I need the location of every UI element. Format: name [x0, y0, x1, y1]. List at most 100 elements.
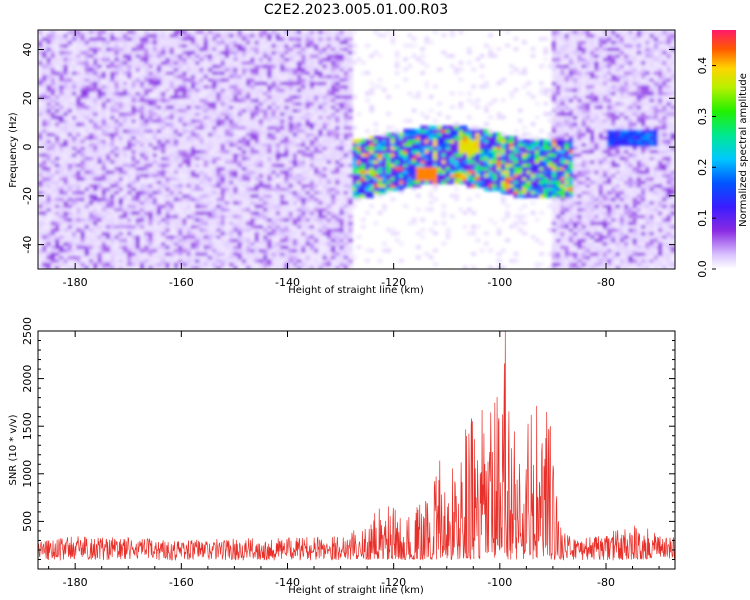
heatmap-cell [67, 40, 73, 45]
heatmap-cell [101, 50, 107, 55]
heatmap-cell [71, 94, 77, 99]
heatmap-cell [71, 125, 77, 130]
heatmap-cell [305, 115, 311, 120]
heatmap-cell [203, 30, 209, 35]
heatmap-cell [305, 43, 311, 48]
heatmap-cell [335, 33, 341, 38]
heatmap-cell [148, 156, 154, 161]
heatmap-cell [93, 36, 99, 41]
heatmap-cell [93, 57, 99, 62]
heatmap-cell [318, 40, 324, 45]
heatmap-cell [203, 84, 209, 89]
heatmap-cell [241, 255, 247, 260]
heatmap-cell [250, 159, 256, 164]
heatmap-cell [305, 91, 311, 96]
heatmap-cell [292, 248, 298, 253]
heatmap-cell [220, 207, 226, 212]
heatmap-cell [84, 132, 90, 137]
heatmap-cell [284, 166, 290, 171]
heatmap-cell [186, 132, 192, 137]
heatmap-cell [54, 77, 60, 82]
heatmap-cell [93, 241, 99, 246]
heatmap-cell [148, 258, 154, 263]
heatmap-cell [178, 91, 183, 96]
heatmap-cell [54, 190, 60, 195]
heatmap-cell [42, 193, 48, 198]
heatmap-cell [250, 193, 256, 198]
heatmap-cell [190, 94, 196, 99]
heatmap-cell [220, 91, 226, 96]
heatmap-cell [165, 180, 171, 185]
heatmap-cell [190, 200, 196, 205]
heatmap-cell [280, 197, 285, 202]
heatmap-cell [229, 142, 234, 147]
heatmap-cell [263, 135, 268, 140]
heatmap-cell [314, 251, 319, 256]
heatmap-cell [97, 149, 103, 154]
heatmap-cell [275, 149, 281, 154]
heatmap-cell [54, 238, 60, 243]
heatmap-cell [67, 224, 73, 229]
heatmap-cell [280, 200, 285, 205]
heatmap-cell [182, 149, 188, 154]
heatmap-cell [148, 163, 154, 168]
heatmap-cell [263, 94, 268, 99]
heatmap-cell [220, 129, 226, 134]
heatmap-cell [195, 159, 200, 164]
heatmap-cell [38, 53, 43, 58]
heatmap-cell [97, 139, 103, 144]
heatmap-cell [76, 200, 82, 205]
heatmap-cell [165, 64, 171, 69]
heatmap-cell [46, 255, 52, 260]
heatmap-cell [131, 43, 137, 48]
heatmap-cell [152, 149, 158, 154]
heatmap-cell [250, 74, 256, 79]
heatmap-cell [241, 91, 247, 96]
heatmap-cell [314, 33, 319, 38]
heatmap-cell [59, 135, 65, 140]
heatmap-cell [148, 33, 154, 38]
heatmap-cell [322, 98, 328, 103]
heatmap-cell [212, 115, 217, 120]
heatmap-cell [212, 166, 217, 171]
heatmap-cell [144, 173, 150, 178]
heatmap-cell [67, 108, 73, 113]
heatmap-cell [207, 214, 213, 219]
heatmap-cell [59, 210, 65, 215]
heatmap-cell [80, 163, 86, 168]
heatmap-cell [152, 74, 158, 79]
heatmap-cell [267, 125, 273, 130]
heatmap-cell [50, 204, 56, 209]
heatmap-cell [207, 67, 213, 72]
heatmap-cell [301, 180, 307, 185]
heatmap-cell [241, 234, 247, 239]
heatmap-cell [182, 142, 188, 147]
heatmap-cell [233, 210, 239, 215]
heatmap-cell [54, 187, 60, 192]
heatmap-cell [224, 255, 230, 260]
heatmap-cell [288, 228, 294, 233]
heatmap-cell [263, 146, 268, 151]
heatmap-cell [199, 255, 205, 260]
heatmap-cell [114, 111, 120, 116]
heatmap-cell [233, 193, 239, 198]
heatmap-cell [241, 241, 247, 246]
heatmap-cell [241, 77, 247, 82]
heatmap-cell [42, 173, 48, 178]
heatmap-cell [122, 224, 128, 229]
heatmap-cell [88, 176, 94, 181]
heatmap-cell [169, 88, 175, 93]
heatmap-cell [173, 70, 179, 75]
heatmap-cell [169, 173, 175, 178]
heatmap-cell [199, 111, 205, 116]
heatmap-cell [178, 118, 183, 123]
heatmap-cell [322, 36, 328, 41]
heatmap-cell [331, 70, 336, 75]
heatmap-cell [97, 221, 103, 226]
heatmap-cell [152, 214, 158, 219]
heatmap-cell [339, 262, 345, 267]
heatmap-cell [122, 105, 128, 110]
heatmap-cell [93, 122, 99, 127]
heatmap-cell [144, 214, 150, 219]
heatmap-cell [110, 111, 116, 116]
